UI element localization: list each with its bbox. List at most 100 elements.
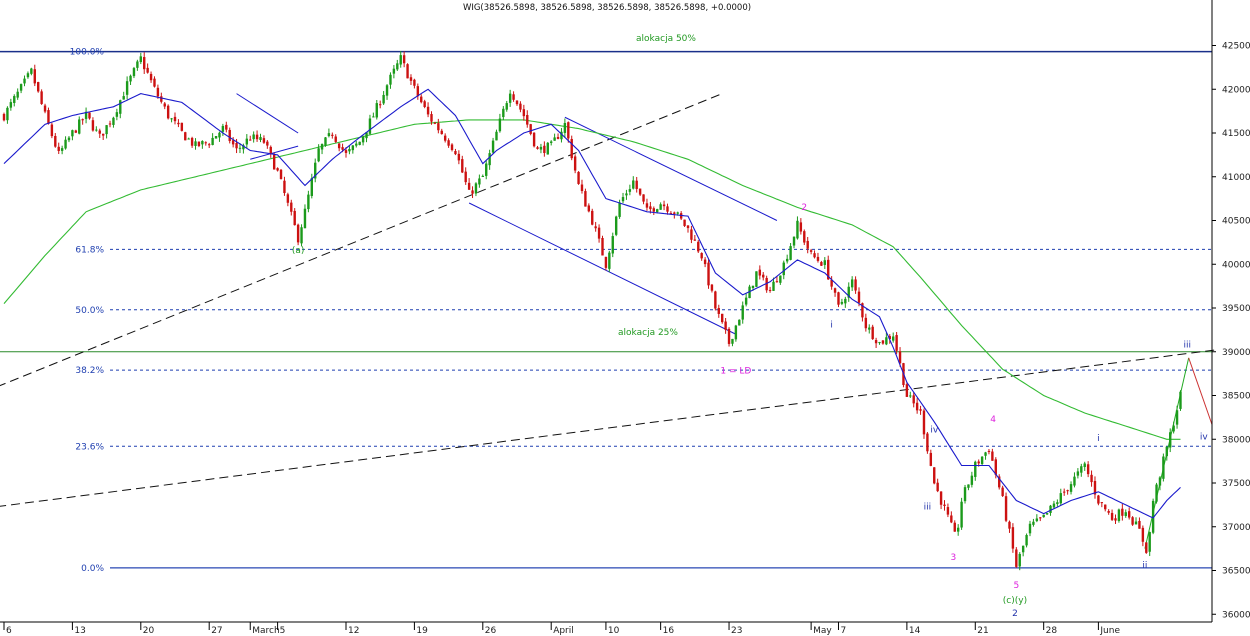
candle-body (184, 132, 187, 141)
x-tick-label: April (553, 626, 574, 636)
candle-body (888, 336, 891, 340)
candle-body (495, 131, 498, 141)
candle-body (905, 384, 909, 397)
candle-body (895, 335, 898, 351)
candle-body (40, 91, 43, 104)
candle-body (471, 190, 474, 194)
candle-body (283, 180, 286, 194)
candle-body (840, 301, 844, 304)
x-tick-label: 6 (6, 626, 12, 636)
candle-body (409, 77, 413, 81)
candle-body (214, 136, 218, 139)
candle-body (416, 86, 420, 97)
candle-body (276, 168, 279, 171)
candle-body (765, 277, 768, 291)
candle-body (426, 106, 430, 115)
trend-line (0, 93, 723, 387)
wave-label: (a) (292, 246, 305, 256)
candle-body (1045, 513, 1049, 515)
candle-body (23, 78, 26, 84)
candle-body (844, 298, 847, 304)
candle-body (915, 402, 919, 411)
candle-body (1073, 476, 1076, 486)
candle-body (64, 139, 67, 149)
candle-body (700, 253, 703, 259)
candle-body (262, 138, 266, 143)
candle-body (833, 288, 837, 293)
wave-label: iv (930, 425, 939, 435)
candle-body (95, 129, 98, 131)
candle-body (676, 212, 679, 214)
candle-body (673, 212, 676, 214)
candle-body (166, 105, 170, 119)
candle-body (1162, 456, 1165, 479)
candle-body (898, 351, 902, 364)
x-tick-label: March (252, 626, 279, 636)
candle-body (827, 259, 830, 280)
candle-body (502, 108, 505, 118)
candle-body (881, 340, 885, 344)
candle-body (922, 410, 926, 435)
candle-body (526, 114, 529, 125)
candles (2, 51, 1182, 571)
trend-line (0, 349, 1215, 507)
candle-body (392, 68, 396, 74)
candle-body (587, 205, 591, 212)
candle-body (686, 225, 690, 229)
candle-body (563, 122, 567, 133)
candle-body (420, 96, 423, 103)
candle-body (149, 73, 153, 81)
candle-body (382, 94, 385, 104)
candle-body (129, 75, 132, 82)
wave-label: i (830, 320, 833, 330)
candle-body (738, 319, 741, 326)
candle-body (1100, 502, 1104, 504)
candle-body (878, 342, 881, 344)
candle-body (437, 123, 440, 131)
candle-body (710, 284, 714, 291)
allocation-label: alokacja 50% (636, 34, 696, 44)
candle-body (91, 120, 95, 131)
candle-body (974, 461, 977, 477)
candle-body (861, 303, 864, 318)
candle-body (659, 204, 662, 210)
candle-body (197, 141, 201, 147)
candle-body (854, 279, 857, 291)
candle-body (375, 103, 378, 118)
candle-body (389, 74, 392, 85)
candle-body (1175, 410, 1179, 425)
candle-body (1110, 512, 1114, 520)
candle-body (33, 69, 36, 84)
fib-level-label: 38.2% (75, 366, 104, 376)
wave-label: 1 = LD (720, 367, 751, 377)
long-moving-average (3, 119, 1181, 440)
candle-body (1021, 545, 1025, 553)
candle-body (1018, 553, 1021, 567)
y-tick-label: 38000 (1222, 435, 1250, 445)
candle-body (296, 224, 300, 243)
candle-body (348, 148, 351, 152)
y-tick-label: 40000 (1222, 260, 1250, 270)
candle-body (1063, 491, 1066, 493)
candle-body (960, 501, 963, 528)
candle-body (156, 87, 160, 97)
candle-body (508, 93, 512, 103)
candle-body (956, 527, 960, 532)
candle-body (775, 281, 779, 283)
candle-body (1117, 509, 1121, 521)
candle-body (550, 141, 553, 143)
candle-body (768, 289, 772, 291)
candle-body (163, 103, 166, 107)
candle-body (286, 194, 290, 203)
candle-body (293, 210, 296, 226)
y-tick-label: 40500 (1222, 217, 1250, 227)
long-ma-line (3, 119, 1181, 440)
y-tick-label: 38500 (1222, 392, 1250, 402)
candle-body (132, 68, 136, 77)
y-tick-label: 37500 (1222, 479, 1250, 489)
candle-body (1001, 487, 1004, 496)
candle-body (478, 178, 481, 185)
candle-body (536, 147, 539, 149)
candle-body (245, 138, 249, 145)
candle-body (1179, 391, 1182, 409)
